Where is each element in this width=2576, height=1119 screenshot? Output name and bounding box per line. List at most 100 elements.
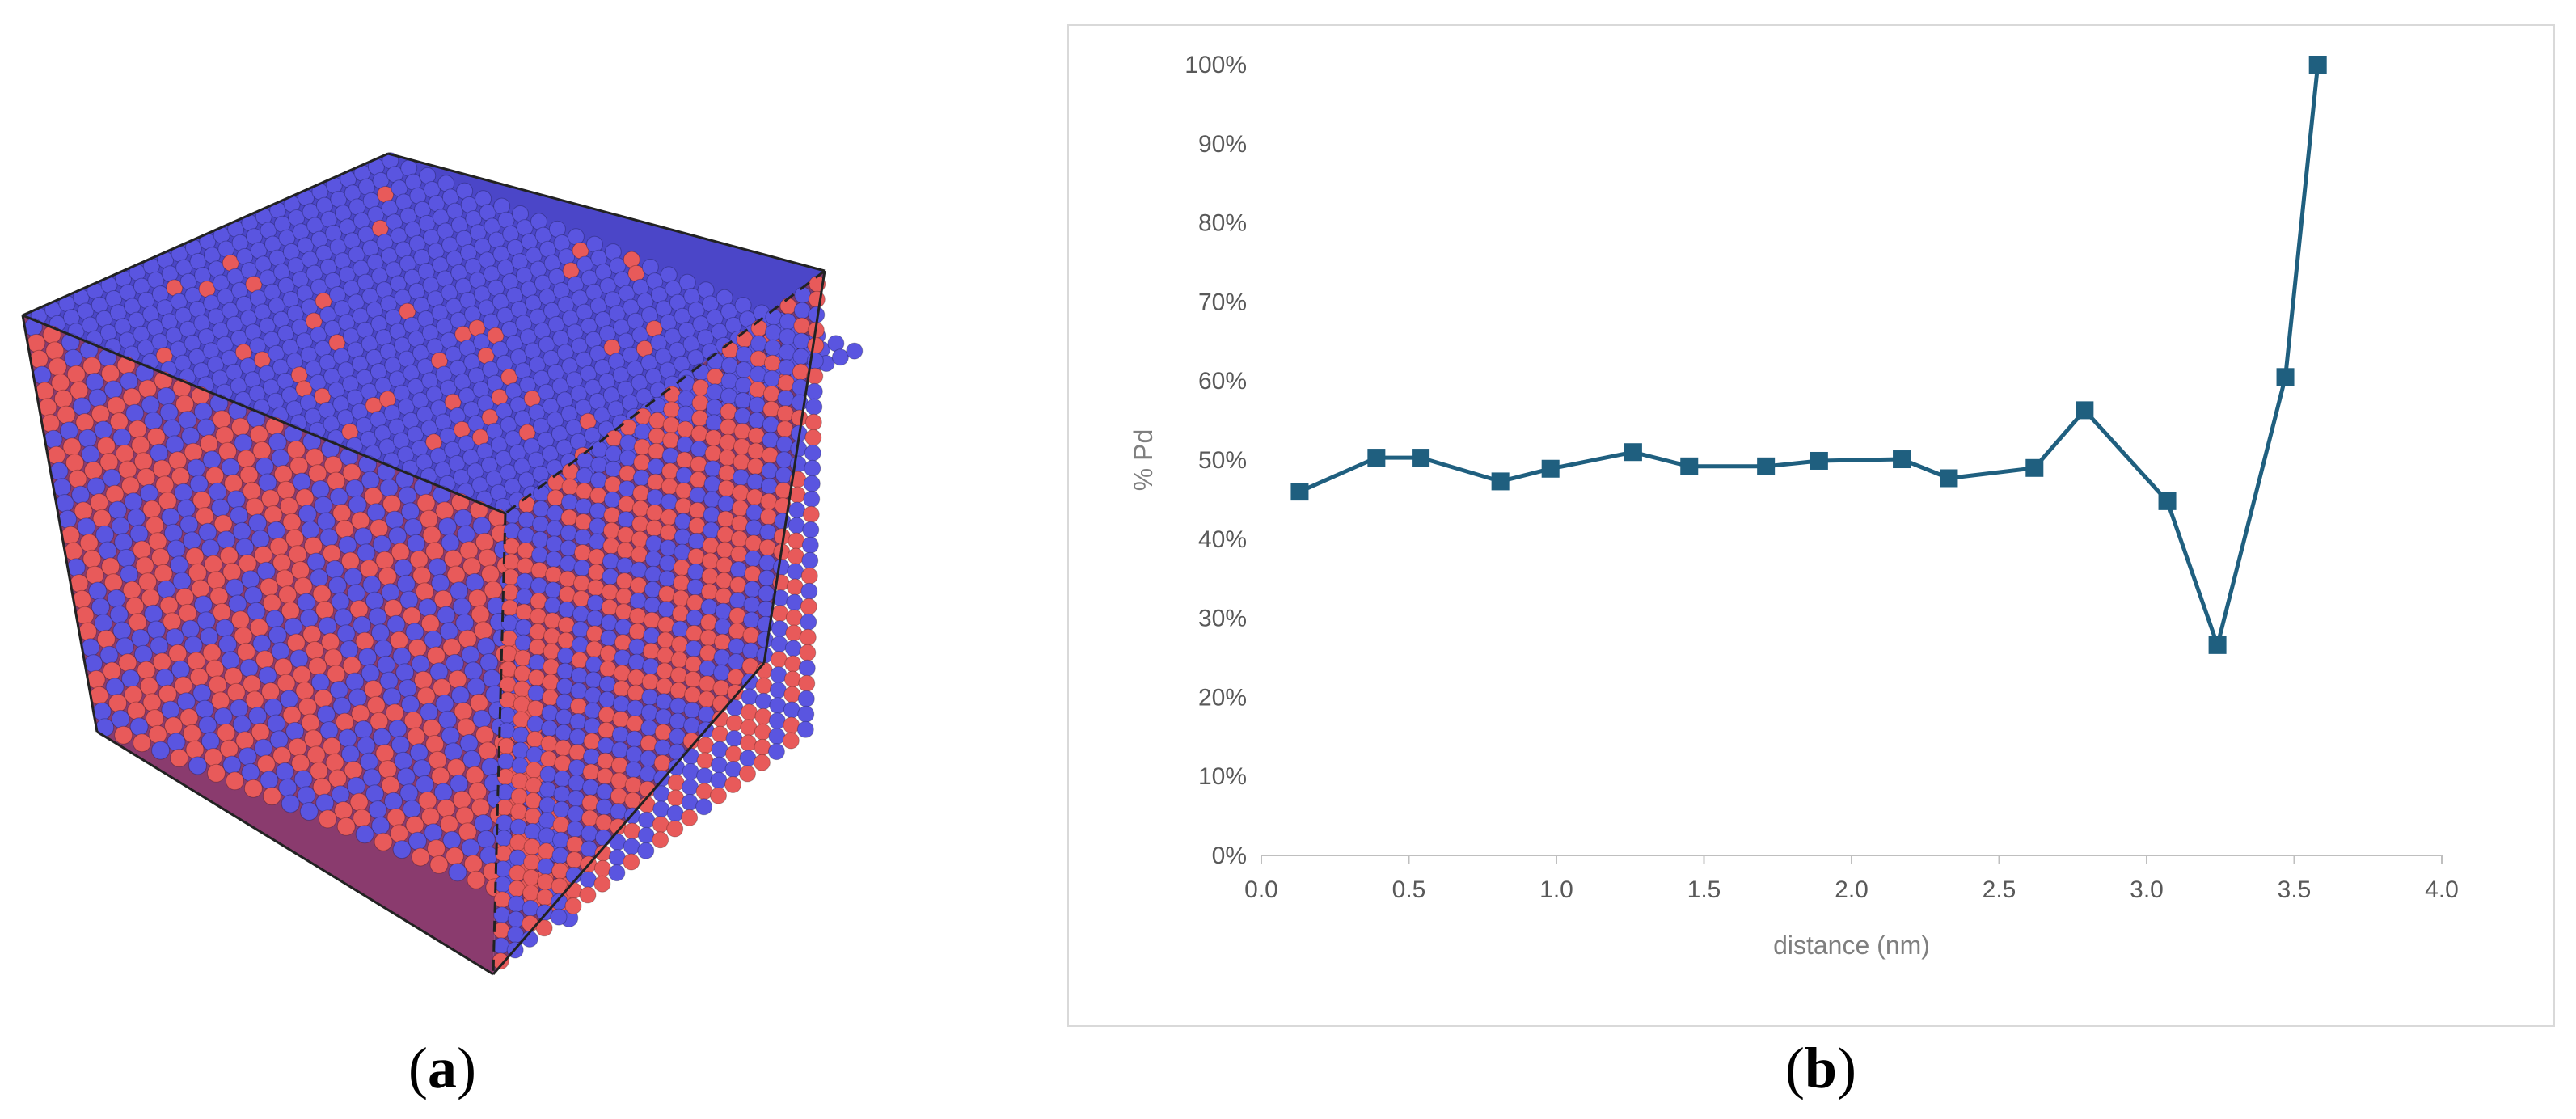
atom-blue xyxy=(582,779,599,796)
atom-red xyxy=(463,855,483,873)
atom-red xyxy=(699,675,716,693)
atom-red xyxy=(617,526,635,544)
x-tick-label: 2.5 xyxy=(1983,876,2016,903)
atom-red xyxy=(699,644,717,662)
atom-red xyxy=(666,820,684,838)
atom-red xyxy=(429,855,449,874)
atom-blue xyxy=(589,533,606,551)
atom-blue xyxy=(589,517,606,535)
atom-red xyxy=(689,501,707,519)
atom-red xyxy=(457,718,475,737)
atom-red xyxy=(707,368,724,386)
atom-blue xyxy=(472,709,492,728)
atom-red xyxy=(509,864,526,882)
atom-blue xyxy=(786,593,804,611)
atom-red xyxy=(761,446,779,464)
atom-blue xyxy=(248,513,268,533)
atom-red xyxy=(755,677,773,695)
atom-red xyxy=(124,685,143,704)
atom-red xyxy=(237,642,255,661)
atom-red xyxy=(510,788,528,805)
atom-red xyxy=(375,744,395,763)
atom-blue xyxy=(78,429,97,448)
atom-red xyxy=(103,661,121,681)
atom-blue xyxy=(674,513,692,530)
atom-red xyxy=(692,378,710,396)
atom-blue xyxy=(500,614,518,632)
atom-red xyxy=(690,424,708,442)
atom-red xyxy=(529,623,547,640)
atom-blue xyxy=(133,644,153,664)
atom-blue xyxy=(526,715,544,733)
atom-blue xyxy=(386,614,406,634)
atom-blue xyxy=(98,541,117,560)
atom-blue xyxy=(394,559,413,577)
atom-blue xyxy=(353,615,372,635)
atom-blue xyxy=(692,363,710,381)
atom-blue xyxy=(516,588,534,606)
atom-red xyxy=(729,576,747,593)
atom-blue xyxy=(208,482,227,501)
atom-blue xyxy=(116,548,136,568)
atom-red xyxy=(753,754,771,771)
atom-blue xyxy=(271,449,290,468)
atom-red xyxy=(782,732,800,750)
x-axis-title: distance (nm) xyxy=(1773,931,1930,960)
atom-blue xyxy=(328,576,347,595)
atom-red xyxy=(272,746,292,766)
atom-blue xyxy=(211,498,230,517)
atom-red xyxy=(499,691,517,709)
atom-blue xyxy=(111,709,130,728)
atom-blue xyxy=(444,742,463,762)
atom-blue xyxy=(644,550,662,568)
atom-red xyxy=(701,583,719,601)
atom-red xyxy=(492,922,510,940)
atom-red xyxy=(667,774,685,792)
atom-red xyxy=(740,734,757,752)
atom-blue xyxy=(604,460,622,478)
atom-red xyxy=(785,624,803,642)
atom-red xyxy=(695,783,713,800)
atom-red xyxy=(378,567,397,586)
atom-blue xyxy=(301,520,320,539)
atom-blue xyxy=(366,503,386,522)
atom-red xyxy=(409,550,429,569)
atom-red xyxy=(469,693,488,712)
atom-blue xyxy=(802,521,820,538)
atom-blue xyxy=(200,627,219,646)
atom-blue xyxy=(703,506,720,524)
atom-blue xyxy=(247,602,266,621)
atom-red xyxy=(528,669,546,686)
atom-red xyxy=(656,678,674,695)
atom-blue xyxy=(683,716,701,734)
atom-red xyxy=(314,689,333,708)
atom-red xyxy=(444,549,463,568)
atom-blue xyxy=(750,365,766,383)
atom-blue xyxy=(715,602,732,620)
cube-edge xyxy=(505,269,826,515)
atom-blue xyxy=(395,663,415,682)
atom-red xyxy=(455,806,475,826)
atom-blue xyxy=(176,692,196,712)
y-tick-label: 20% xyxy=(1198,684,1247,711)
data-point-marker xyxy=(1893,450,1911,469)
atom-red xyxy=(500,645,517,663)
atom-red xyxy=(732,484,750,501)
cube-wireframe xyxy=(21,152,826,976)
atom-blue xyxy=(552,831,569,849)
atom-blue xyxy=(758,585,775,602)
atom-blue xyxy=(541,720,559,737)
atom-red xyxy=(502,568,520,586)
atom-red xyxy=(785,609,803,627)
data-point-marker xyxy=(1491,472,1510,491)
atom-blue xyxy=(618,480,636,498)
atom-red xyxy=(202,643,222,662)
atom-red xyxy=(27,333,46,353)
atom-blue xyxy=(463,661,483,681)
atom-blue xyxy=(388,720,408,738)
atom-blue xyxy=(155,669,175,687)
atom-red xyxy=(219,547,239,565)
atom-red xyxy=(142,500,162,519)
atom-red xyxy=(439,814,458,834)
atom-blue xyxy=(265,610,285,629)
